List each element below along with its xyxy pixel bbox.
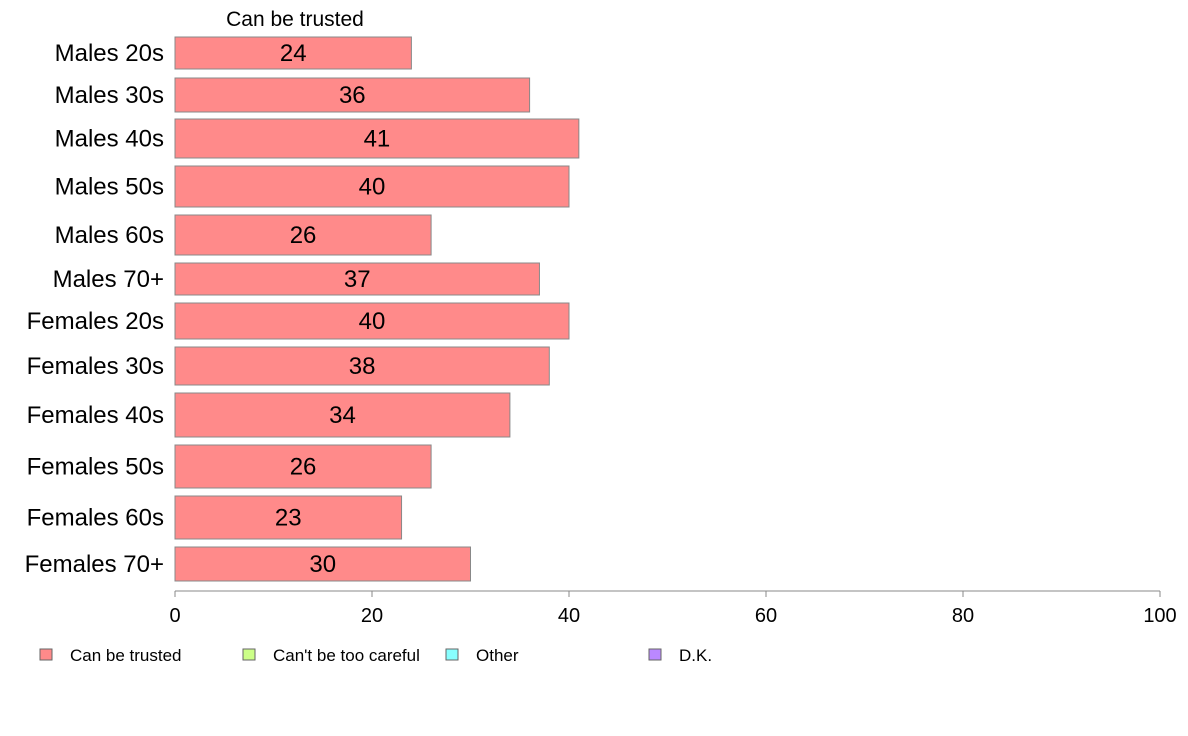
bar-value-label: 24 bbox=[280, 40, 307, 67]
bar bbox=[174, 495, 403, 540]
category-label: Males 30s bbox=[55, 82, 164, 109]
x-axis: 0 20 40 60 80 100 bbox=[169, 590, 1177, 627]
bar bbox=[174, 165, 570, 208]
category-label: Males 60s bbox=[55, 222, 164, 249]
bar-value-label: 30 bbox=[309, 551, 336, 578]
legend-swatch bbox=[445, 648, 459, 661]
legend-swatch bbox=[648, 648, 662, 661]
category-label: Females 70+ bbox=[25, 551, 164, 578]
legend-swatch bbox=[242, 648, 256, 661]
legend-label: D.K. bbox=[679, 646, 712, 665]
bar-value-label: 26 bbox=[290, 454, 317, 481]
bar bbox=[174, 214, 432, 256]
bar-value-label: 41 bbox=[364, 126, 391, 153]
bar-value-label: 40 bbox=[359, 174, 386, 201]
category-label: Males 70+ bbox=[53, 266, 164, 293]
category-label: Males 40s bbox=[55, 126, 164, 153]
legend-label: Can be trusted bbox=[70, 646, 182, 665]
bar bbox=[174, 546, 471, 582]
x-tick-label: 40 bbox=[558, 605, 580, 627]
bar bbox=[174, 302, 570, 340]
bar-value-label: 26 bbox=[290, 222, 317, 249]
legend: Can be trusted Can't be too careful Other D… bbox=[39, 646, 712, 665]
bar-value-label: 36 bbox=[339, 82, 366, 109]
bar-value-label: 40 bbox=[359, 308, 386, 335]
bar bbox=[174, 118, 580, 159]
x-tick-label: 20 bbox=[361, 605, 383, 627]
x-tick-label: 100 bbox=[1143, 605, 1176, 627]
bar-value-label: 37 bbox=[344, 266, 371, 293]
category-label: Females 30s bbox=[27, 353, 164, 380]
x-tick-label: 60 bbox=[755, 605, 777, 627]
category-label: Females 60s bbox=[27, 505, 164, 532]
legend-label: Other bbox=[476, 646, 519, 665]
bar bbox=[174, 36, 412, 70]
x-tick-label: 0 bbox=[169, 605, 180, 627]
category-label: Males 20s bbox=[55, 40, 164, 67]
bar-value-label: 38 bbox=[349, 353, 376, 380]
legend-swatch bbox=[39, 648, 53, 661]
category-label: Females 20s bbox=[27, 308, 164, 335]
bars-group: 24 Males 20s 36 Males 30s 41 Males 40s 40 Males… bbox=[25, 36, 580, 582]
bar-value-label: 34 bbox=[329, 402, 356, 429]
bar bbox=[174, 444, 432, 489]
category-label: Females 50s bbox=[27, 454, 164, 481]
category-label: Females 40s bbox=[27, 402, 164, 429]
x-tick-label: 80 bbox=[952, 605, 974, 627]
bar bbox=[174, 262, 540, 296]
bar bbox=[174, 346, 550, 386]
bar bbox=[174, 392, 511, 438]
legend-label: Can't be too careful bbox=[273, 646, 420, 665]
bar-value-label: 23 bbox=[275, 505, 302, 532]
bar bbox=[174, 77, 531, 113]
category-label: Males 50s bbox=[55, 174, 164, 201]
header-label: Can be trusted bbox=[226, 8, 364, 31]
